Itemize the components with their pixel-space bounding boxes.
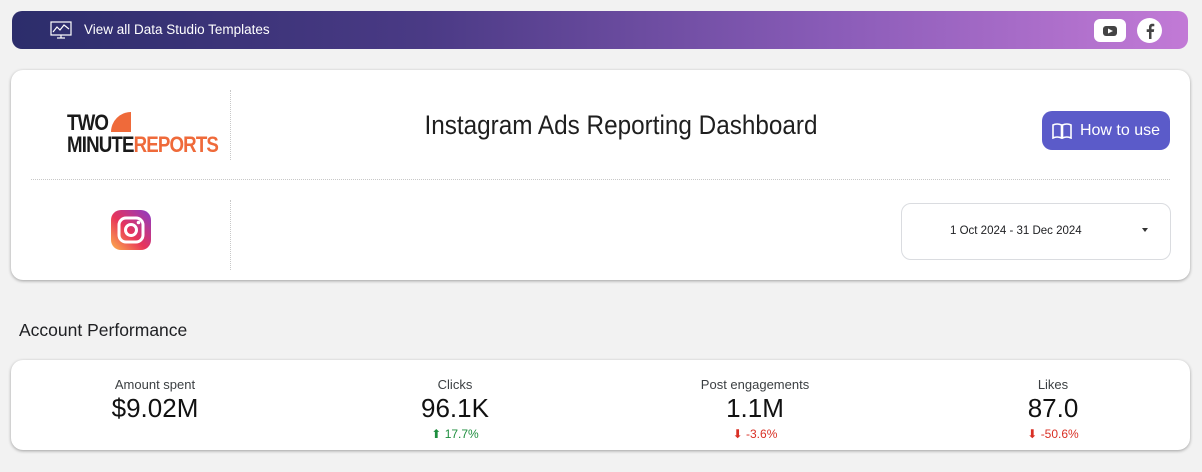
kpi-amount-spent: Amount spent $9.02M xyxy=(45,360,265,424)
kpi-label: Clicks xyxy=(437,377,473,392)
header-card: TWO MINUTEREPORTS Instagram Ads Reportin… xyxy=(11,70,1190,280)
date-range-picker[interactable]: 1 Oct 2024 - 31 Dec 2024 xyxy=(901,203,1171,260)
kpi-label: Likes xyxy=(1037,377,1069,392)
arrow-down-icon: ⬇ xyxy=(1027,427,1038,441)
vertical-divider xyxy=(230,200,231,270)
section-title: Account Performance xyxy=(19,320,188,340)
facebook-icon[interactable] xyxy=(1137,18,1162,43)
arrow-up-icon: ⬆ xyxy=(431,427,442,441)
logo-line-1: TWO xyxy=(67,110,109,135)
kpi-value: 1.1M xyxy=(726,393,784,423)
kpi-likes: Likes 87.0 ⬇ -50.6% xyxy=(943,360,1163,441)
chevron-down-icon xyxy=(1142,228,1148,232)
how-to-use-button[interactable]: How to use xyxy=(1042,111,1170,150)
page-title: Instagram Ads Reporting Dashboard xyxy=(424,110,818,140)
horizontal-divider xyxy=(31,179,1170,180)
kpi-value: 96.1K xyxy=(421,393,489,423)
kpi-value: 87.0 xyxy=(1027,393,1079,423)
kpi-change: ⬆ 17.7% xyxy=(431,427,479,441)
kpi-value: $9.02M xyxy=(111,393,199,423)
two-minute-reports-logo: TWO MINUTEREPORTS xyxy=(67,110,219,158)
logo-line-2: MINUTEREPORTS xyxy=(67,132,219,157)
kpi-label: Amount spent xyxy=(114,377,196,392)
kpi-change: ⬇ -50.6% xyxy=(1027,427,1079,441)
chart-icon xyxy=(50,21,72,39)
kpi-card: Amount spent $9.02M Clicks 96.1K ⬆ 17.7%… xyxy=(11,360,1190,450)
book-icon xyxy=(1052,122,1072,139)
kpi-post-engagements: Post engagements 1.1M ⬇ -3.6% xyxy=(645,360,865,441)
kpi-label: Post engagements xyxy=(700,377,810,392)
kpi-clicks: Clicks 96.1K ⬆ 17.7% xyxy=(345,360,565,441)
logo-semicircle-icon xyxy=(111,112,131,132)
instagram-icon xyxy=(111,210,151,250)
top-banner: View all Data Studio Templates xyxy=(12,11,1188,49)
date-range-value: 1 Oct 2024 - 31 Dec 2024 xyxy=(950,225,1082,237)
arrow-down-icon: ⬇ xyxy=(732,427,743,441)
view-templates-link[interactable]: View all Data Studio Templates xyxy=(84,22,270,37)
how-to-use-label: How to use xyxy=(1079,121,1161,139)
kpi-change: ⬇ -3.6% xyxy=(732,427,778,441)
youtube-icon[interactable] xyxy=(1094,19,1126,42)
vertical-divider xyxy=(230,90,231,160)
